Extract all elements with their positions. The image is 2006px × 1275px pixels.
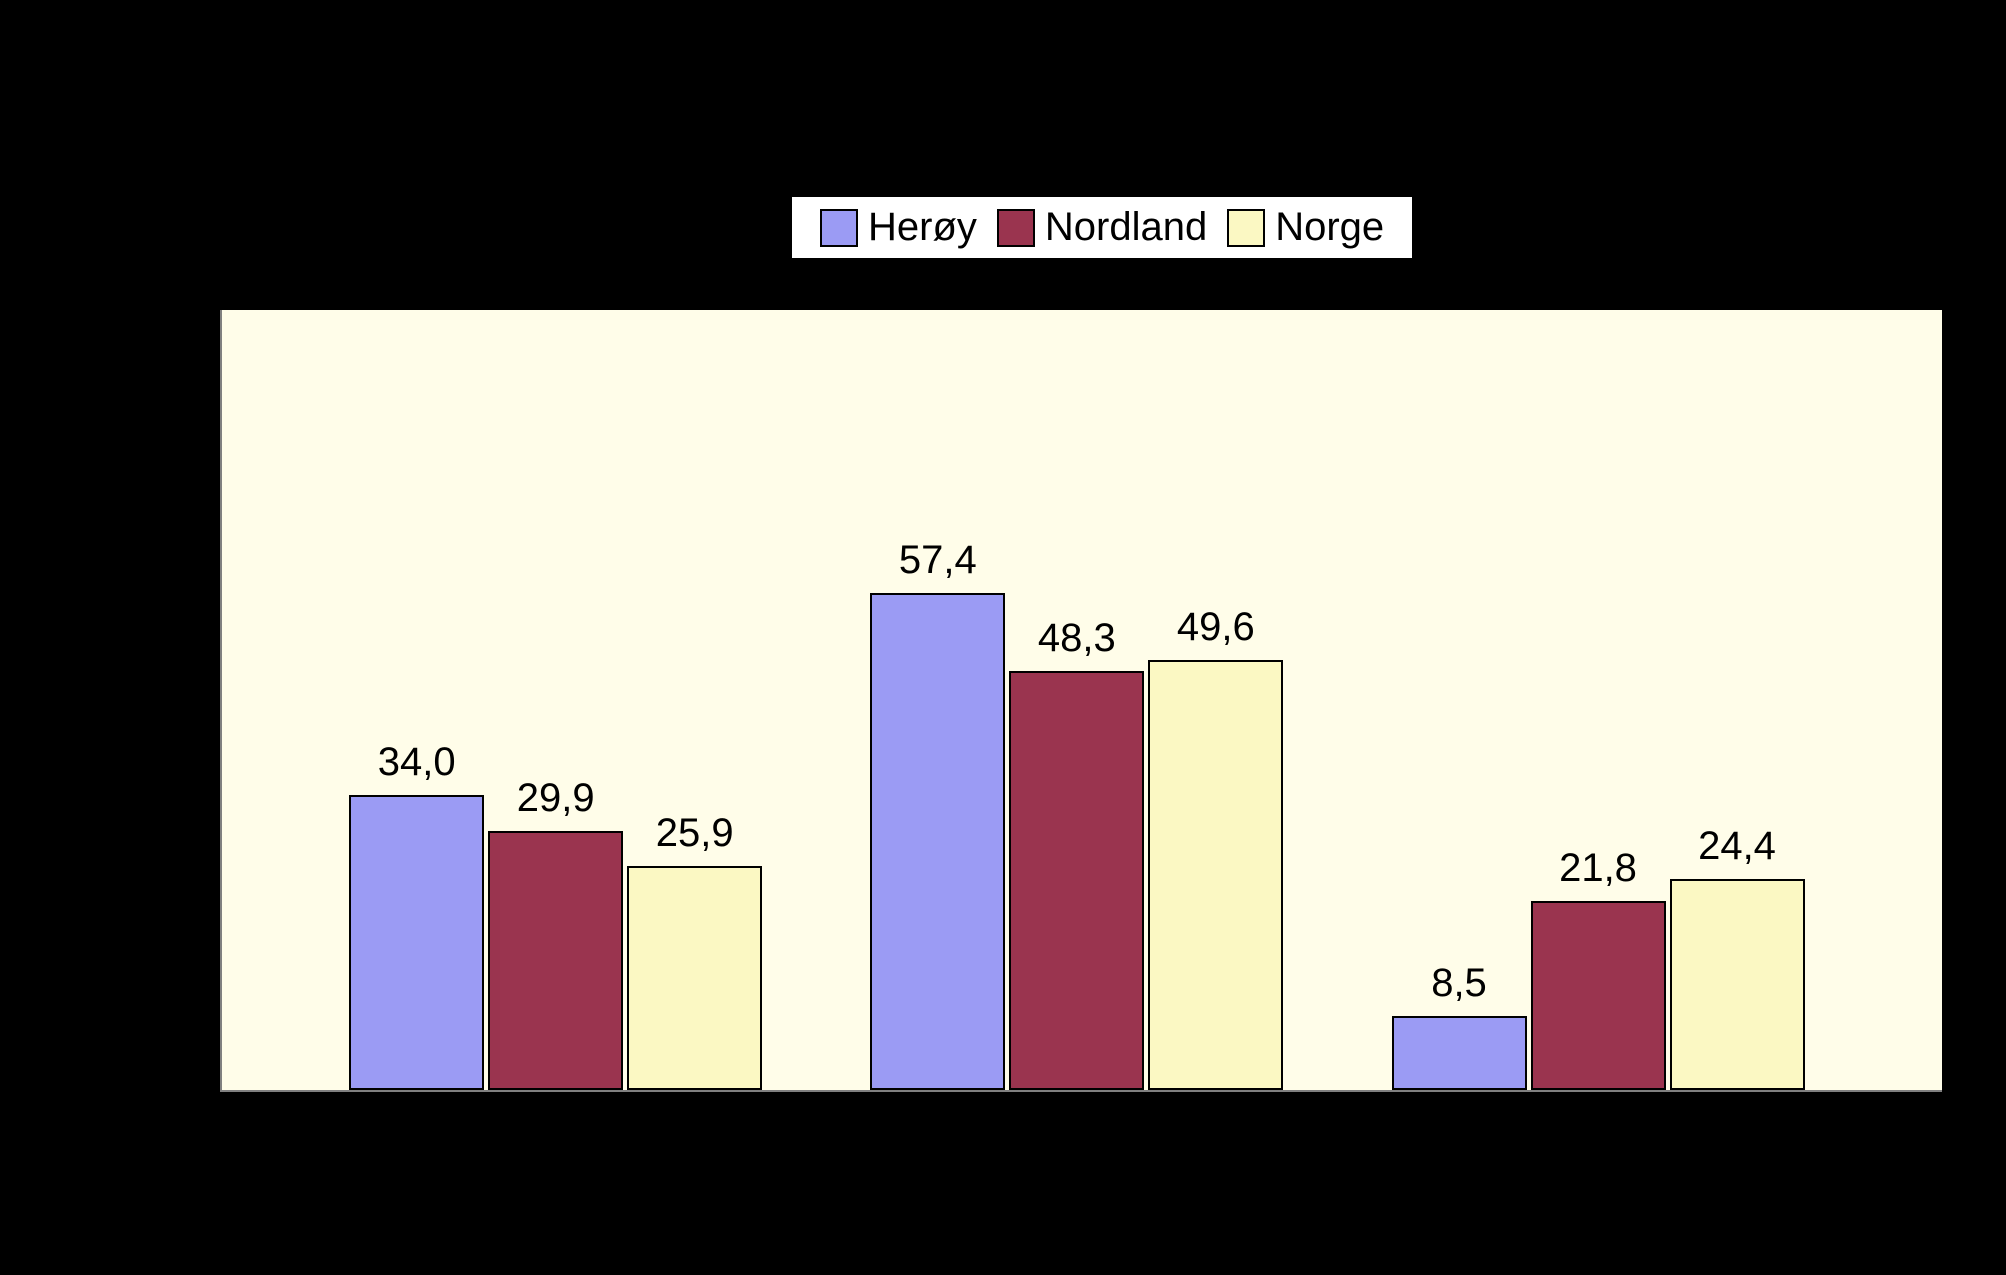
legend-swatch [997,209,1035,247]
legend-item: Nordland [997,205,1207,250]
chart-bar [1531,901,1666,1090]
bar-value-label: 34,0 [378,740,456,785]
bar-value-label: 24,4 [1698,824,1776,869]
legend-label: Norge [1275,205,1384,250]
bar-value-label: 25,9 [656,811,734,856]
chart-bar [1009,671,1144,1090]
chart-bar [349,795,484,1090]
bar-value-label: 29,9 [517,776,595,821]
bar-value-label: 57,4 [899,538,977,583]
bar-value-label: 8,5 [1431,961,1487,1006]
legend-item: Herøy [820,205,977,250]
legend-label: Nordland [1045,205,1207,250]
chart-plot-area: 34,0 29,9 25,9 57,4 48,3 49,6 8,5 21,8 24,4 [220,310,1942,1092]
chart-bar [1670,879,1805,1090]
chart-bar [488,831,623,1090]
bar-value-label: 48,3 [1038,616,1116,661]
chart-bar [627,866,762,1090]
chart-bar [1392,1016,1527,1090]
legend-swatch [1227,209,1265,247]
chart-bar [870,593,1005,1090]
legend-label: Herøy [868,205,977,250]
legend-swatch [820,209,858,247]
bar-value-label: 21,8 [1559,846,1637,891]
chart-bar [1148,660,1283,1090]
bar-value-label: 49,6 [1177,605,1255,650]
chart-legend: Herøy Nordland Norge [790,195,1414,260]
legend-item: Norge [1227,205,1384,250]
